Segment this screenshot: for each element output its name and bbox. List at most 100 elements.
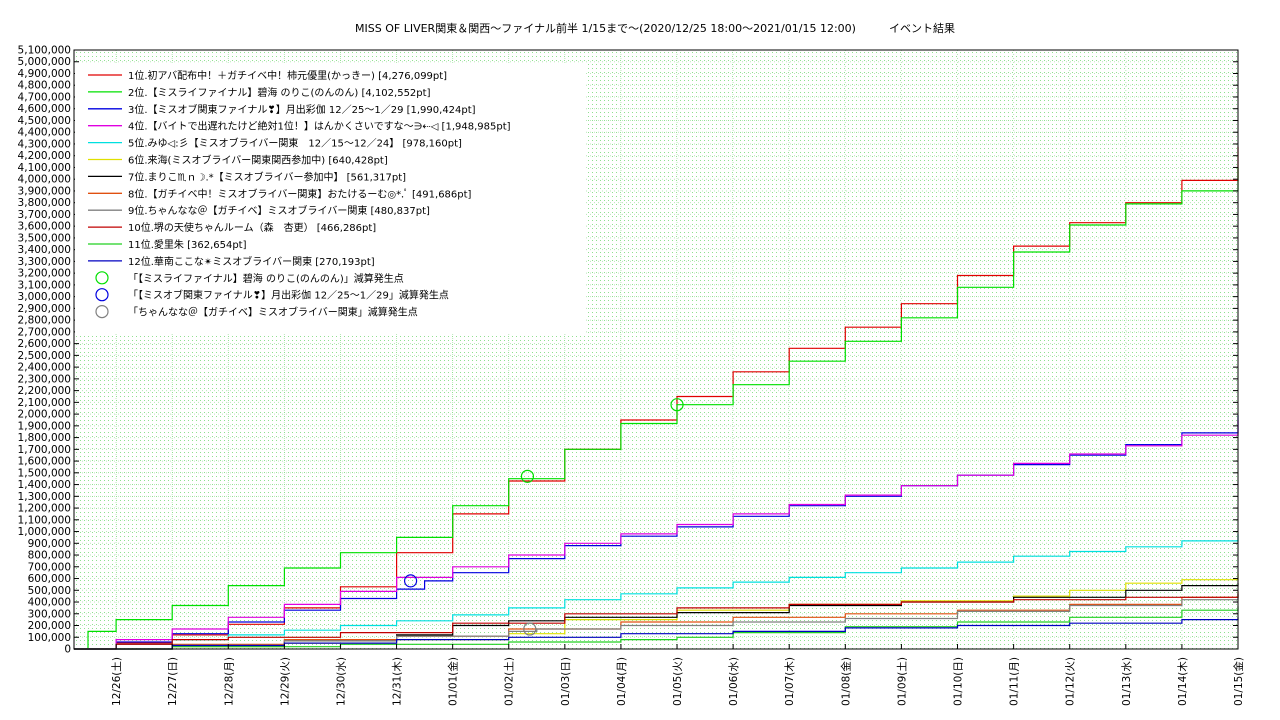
y-tick-label: 1,500,000 <box>18 467 71 479</box>
marker-point-1 <box>520 469 535 483</box>
y-tick-label: 2,700,000 <box>18 326 71 338</box>
x-tick-label: 01/06(水) <box>728 657 740 706</box>
y-tick-label: 800,000 <box>28 550 71 562</box>
y-tick-label: 2,100,000 <box>18 397 71 409</box>
y-tick-label: 3,300,000 <box>18 256 71 268</box>
series-layer <box>74 146 1239 650</box>
x-tick-label: 12/26(土) <box>110 657 123 706</box>
y-tick-label: 200,000 <box>28 620 71 632</box>
y-tick-label: 1,800,000 <box>18 432 71 444</box>
y-tick-label: 4,300,000 <box>18 138 71 150</box>
series-line-10 <box>74 594 1239 650</box>
y-tick-label: 4,700,000 <box>18 91 71 103</box>
y-tick-label: 2,300,000 <box>18 373 71 385</box>
y-tick-label: 300,000 <box>28 608 71 620</box>
y-tick-label: 1,000,000 <box>18 526 71 538</box>
x-tick-label: 12/27(日) <box>167 657 179 706</box>
y-tick-label: 3,400,000 <box>18 244 71 256</box>
legend-label-9: 9位.ちゃんなな＠【ガチイベ】ミスオブライバー関東 [480,837pt] <box>128 204 430 217</box>
y-tick-label: 0 <box>64 644 71 656</box>
y-tick-label: 2,500,000 <box>18 350 71 362</box>
series-line-2 <box>74 167 1239 650</box>
y-tick-label: 1,900,000 <box>18 420 71 432</box>
y-tick-label: 5,100,000 <box>18 45 71 57</box>
y-tick-label: 3,500,000 <box>18 232 71 244</box>
marker-point-3 <box>523 622 537 636</box>
y-tick-label: 3,800,000 <box>18 197 71 209</box>
x-tick-label: 01/13(水) <box>1121 657 1133 706</box>
axes: 0100,000200,000300,000400,000500,000600,… <box>18 45 1245 706</box>
legend-marker-1 <box>95 271 109 285</box>
legend-label-4: 4位.【バイトで出遅れたけど絶対1位！】はんかくさいですな〜∋⇠◁ [1,948… <box>128 120 511 133</box>
y-tick-label: 4,900,000 <box>18 68 71 80</box>
series-line-12 <box>74 617 1239 650</box>
legend-label-7: 7位.まりこ♏ｎ☽.*【ミスオブライバー参加中】 [561,317pt] <box>128 170 406 183</box>
y-tick-label: 1,300,000 <box>18 491 71 503</box>
y-tick-label: 2,900,000 <box>18 303 71 315</box>
y-tick-label: 2,600,000 <box>18 338 71 350</box>
y-tick-label: 500,000 <box>28 585 71 597</box>
y-tick-label: 4,600,000 <box>18 103 71 115</box>
plot-border <box>73 49 1239 650</box>
legend-marker-label-3: 「ちゃんなな＠【ガチイベ】ミスオブライバー関東」減算発生点 <box>128 306 418 319</box>
y-tick-label: 900,000 <box>28 538 71 550</box>
x-tick-label: 01/03(日) <box>560 657 572 706</box>
y-tick-label: 3,200,000 <box>18 268 71 280</box>
y-tick-label: 5,000,000 <box>18 56 71 68</box>
y-tick-label: 4,800,000 <box>18 80 71 92</box>
legend-label-2: 2位.【ミスライファイナル】碧海 のりこ(のんのん) [4,102,552pt] <box>128 86 431 99</box>
legend-marker-label-2: 「【ミスオブ関東ファイナル❣】月出彩伽 12／25〜1／29」減算発生点 <box>128 289 449 302</box>
y-tick-label: 1,400,000 <box>18 479 71 491</box>
series-line-9 <box>74 592 1239 650</box>
y-tick-label: 2,200,000 <box>18 385 71 397</box>
legend-marker-2 <box>95 288 109 302</box>
y-tick-label: 1,600,000 <box>18 456 71 468</box>
x-tick-label: 01/09(土) <box>895 657 908 706</box>
y-tick-label: 4,400,000 <box>18 127 71 139</box>
y-tick-label: 2,400,000 <box>18 362 71 374</box>
x-tick-label: 01/10(日) <box>953 657 965 706</box>
x-tick-label: 01/11(月) <box>1009 657 1021 706</box>
x-tick-label: 01/12(火) <box>1065 657 1077 706</box>
y-tick-label: 3,700,000 <box>18 209 71 221</box>
legend-marker-3 <box>95 305 109 319</box>
x-tick-label: 01/14(木) <box>1177 657 1189 706</box>
x-tick-label: 01/01(金) <box>447 657 460 706</box>
y-tick-label: 3,600,000 <box>18 221 71 233</box>
y-tick-label: 4,100,000 <box>18 162 71 174</box>
x-tick-label: 12/31(木) <box>392 657 404 706</box>
x-tick-label: 01/15(金) <box>1232 657 1245 706</box>
y-tick-label: 4,000,000 <box>18 174 71 186</box>
x-tick-label: 12/29(火) <box>279 657 291 706</box>
y-tick-label: 4,500,000 <box>18 115 71 127</box>
series-line-5 <box>74 534 1239 650</box>
x-tick-label: 12/30(水) <box>335 657 347 706</box>
y-tick-label: 100,000 <box>28 632 71 644</box>
chart-title: MISS OF LIVER関東＆関西～ファイナル前半 1/15まで～(2020/… <box>355 22 955 35</box>
legend-label-10: 10位.堺の天使ちゃんルーム（森 杏更） [466,286pt] <box>128 221 376 234</box>
y-tick-label: 700,000 <box>28 561 71 573</box>
x-tick-label: 01/05(火) <box>672 657 684 706</box>
x-tick-label: 01/07(木) <box>784 657 796 706</box>
legend-box <box>75 64 585 334</box>
y-tick-label: 400,000 <box>28 597 71 609</box>
y-tick-label: 2,800,000 <box>18 315 71 327</box>
y-tick-label: 3,900,000 <box>18 185 71 197</box>
legend-label-1: 1位.初アバ配布中！＋ガチイベ中！柿元優里(かっきー) [4,276,099pt… <box>128 69 447 82</box>
legend: 1位.初アバ配布中！＋ガチイベ中！柿元優里(かっきー) [4,276,099pt… <box>75 64 585 334</box>
marker-point-2 <box>403 574 418 588</box>
legend-label-6: 6位.来海(ミスオブライバー関東関西参加中) [640,428pt] <box>128 154 388 167</box>
y-tick-label: 600,000 <box>28 573 71 585</box>
y-tick-label: 4,200,000 <box>18 150 71 162</box>
legend-marker-label-1: 「【ミスライファイナル】碧海 のりこ(のんのん)」減算発生点 <box>128 272 404 285</box>
series-line-4 <box>74 420 1239 650</box>
marker-point-1 <box>670 398 684 412</box>
marker-layer <box>403 398 684 636</box>
legend-label-3: 3位.【ミスオブ関東ファイナル❣】月出彩伽 12／25〜1／29 [1,990,… <box>128 103 476 116</box>
x-tick-label: 01/08(金) <box>839 657 852 706</box>
legend-label-8: 8位.【ガチイベ中！ミスオブライバー関東】おたけるーむ◎*.ﾟ [491,686… <box>128 187 472 200</box>
legend-label-5: 5位.みゆ◁:彡【ミスオブライバー関東 12／15〜12／24】 [978,16… <box>128 137 462 150</box>
x-tick-label: 01/04(月) <box>616 657 628 706</box>
y-tick-label: 3,100,000 <box>18 279 71 291</box>
